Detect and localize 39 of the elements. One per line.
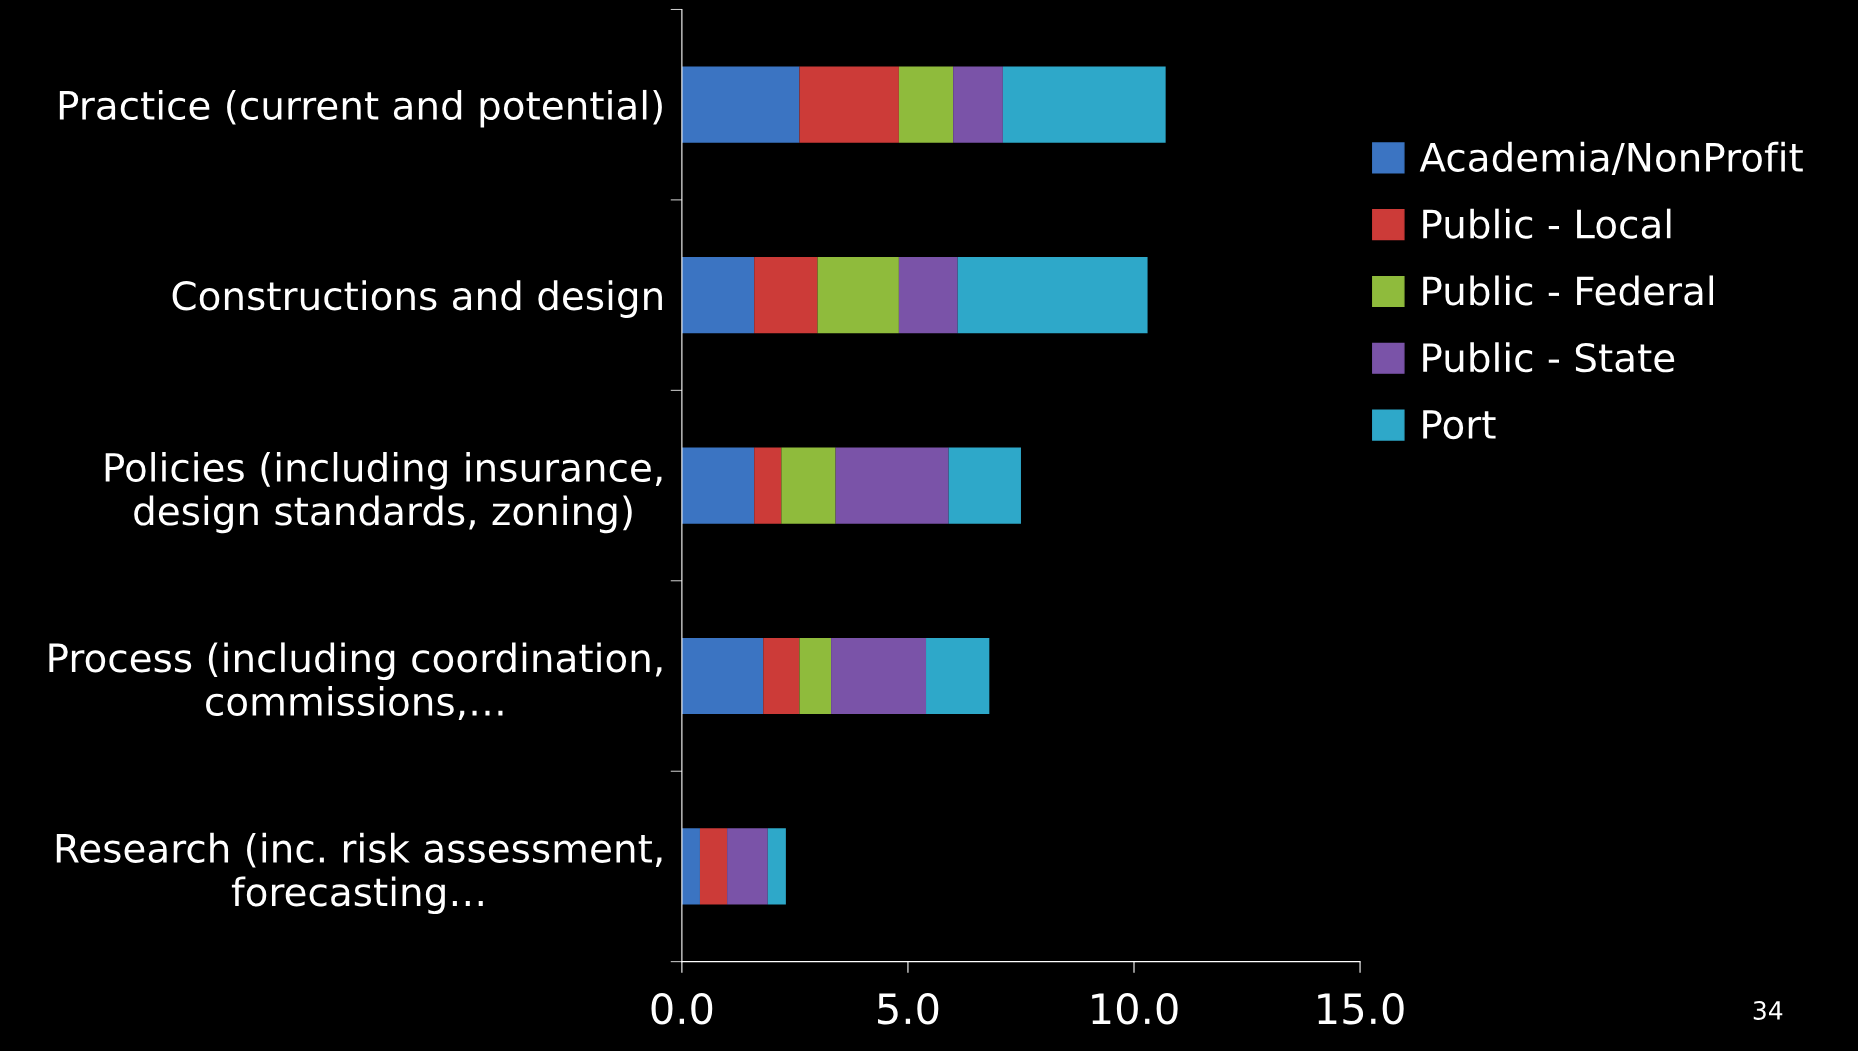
bar (754, 447, 782, 524)
x-tick-label: 0.0 (651, 992, 713, 1025)
legend-label: Public - Local (1423, 208, 1671, 239)
bar (681, 447, 755, 524)
bar (831, 637, 927, 715)
bar (699, 828, 728, 905)
bar (817, 257, 899, 334)
x-tick-label: 15.0 (1318, 992, 1404, 1025)
legend-label: Port (1423, 410, 1496, 440)
bar (948, 447, 1021, 524)
bar (727, 828, 768, 905)
bar (681, 257, 755, 334)
bar (763, 637, 800, 715)
legend-label: Public - State (1423, 342, 1675, 373)
bar (781, 447, 836, 524)
y-tick-label: Research (inc. risk assessment, forecasting… (56, 832, 662, 915)
y-tick-label: Practice (current and potential) (59, 89, 662, 128)
legend-label: Public - Federal (1423, 275, 1714, 306)
legend-label: Academia/NonProfit (1419, 141, 1803, 176)
bar (799, 637, 832, 715)
bar (681, 637, 764, 715)
bar (926, 637, 990, 715)
bar (953, 66, 1003, 143)
bar (898, 66, 954, 143)
bar (681, 828, 700, 905)
x-tick-label: 5.0 (878, 992, 939, 1025)
bar (835, 447, 949, 524)
bar (898, 257, 958, 334)
bar (767, 828, 786, 905)
bar (799, 66, 899, 143)
bar (754, 257, 818, 334)
bar (1002, 66, 1166, 143)
y-tick-label: Constructions and design (172, 280, 662, 318)
bar (957, 257, 1148, 334)
y-tick-label: Policies (including insurance, design standards, zoning) (105, 451, 662, 534)
x-tick-label: 10.0 (1092, 992, 1178, 1025)
y-tick-label: Process (including coordination, commissions,… (49, 642, 662, 721)
text: 34 (1753, 1000, 1783, 1020)
bar (681, 66, 800, 143)
